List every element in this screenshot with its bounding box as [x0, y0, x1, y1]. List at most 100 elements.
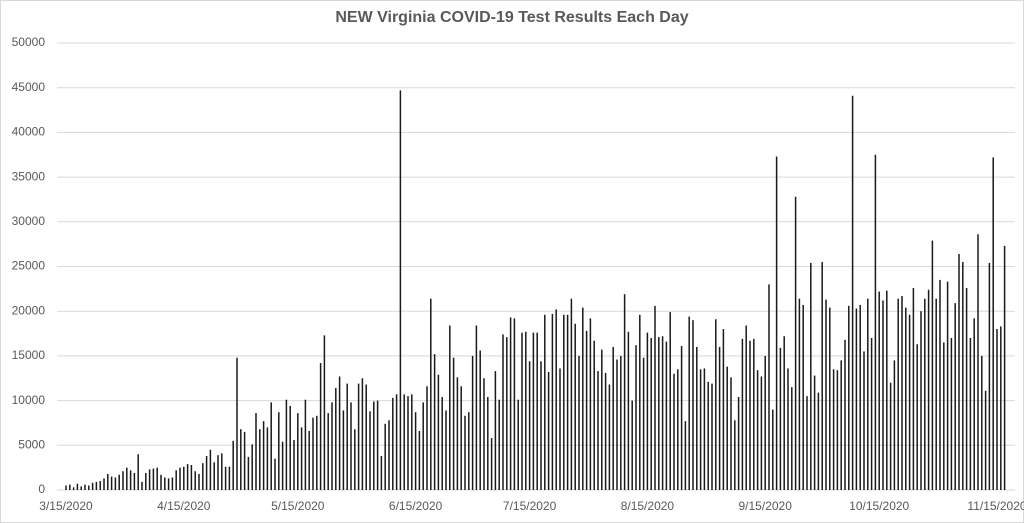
bar: [623, 294, 626, 490]
bar: [817, 392, 820, 490]
bar: [194, 471, 196, 490]
bar: [300, 427, 303, 490]
chart-title: NEW Virginia COVID-19 Test Results Each …: [335, 9, 688, 26]
bar: [95, 481, 98, 490]
bar: [905, 307, 907, 490]
bar: [806, 396, 808, 490]
bar: [525, 331, 527, 490]
bar: [167, 478, 170, 490]
bar: [369, 411, 371, 490]
bar: [145, 473, 147, 490]
bar: [764, 355, 766, 490]
bar: [893, 360, 896, 490]
bar: [962, 262, 964, 490]
bar: [908, 314, 911, 490]
bar: [604, 372, 607, 490]
bar: [80, 486, 82, 490]
bar: [832, 369, 835, 490]
x-tick-label: 10/15/2020: [849, 499, 909, 513]
bar: [775, 156, 778, 490]
bar: [912, 287, 915, 490]
bar: [160, 474, 162, 490]
bar: [103, 478, 105, 490]
bar: [509, 317, 512, 490]
bar: [768, 284, 770, 490]
bar: [426, 386, 428, 490]
bar: [536, 332, 538, 490]
bar: [179, 467, 181, 490]
y-tick-label: 5000: [18, 437, 45, 451]
bar: [601, 349, 603, 490]
bar: [137, 454, 139, 490]
y-tick-label: 50000: [12, 35, 46, 49]
bar: [259, 429, 261, 490]
bar: [437, 374, 440, 490]
bar: [711, 383, 713, 490]
bar: [612, 346, 614, 490]
bar: [992, 157, 994, 490]
y-tick-label: 40000: [12, 125, 46, 139]
bar: [285, 399, 288, 490]
y-tick-label: 10000: [12, 393, 46, 407]
bar: [213, 462, 215, 490]
bar: [414, 412, 417, 490]
bar: [969, 338, 972, 490]
bar: [734, 420, 736, 490]
bar: [148, 469, 151, 490]
x-tick-label: 6/15/2020: [389, 499, 443, 513]
bar: [532, 332, 535, 490]
bar: [445, 410, 447, 490]
bar: [627, 331, 630, 490]
bar: [418, 430, 421, 490]
bar: [946, 281, 949, 490]
bar: [411, 394, 413, 490]
bar: [673, 373, 675, 490]
bar: [335, 388, 337, 490]
bar: [753, 338, 755, 490]
bar: [585, 330, 588, 490]
bar: [650, 338, 652, 490]
bar: [251, 444, 253, 490]
bar: [794, 196, 797, 490]
bar: [475, 325, 478, 490]
bar: [950, 338, 953, 490]
bar: [1003, 245, 1006, 490]
x-tick-label: 4/15/2020: [157, 499, 211, 513]
bar: [882, 300, 884, 490]
bar: [99, 481, 101, 490]
bar: [859, 304, 861, 490]
bar: [570, 298, 573, 490]
bar: [490, 438, 493, 490]
bar: [456, 377, 459, 490]
bar: [449, 325, 451, 490]
bar: [916, 344, 918, 490]
y-tick-label: 0: [38, 482, 45, 496]
bar: [240, 429, 242, 490]
bar: [540, 361, 542, 490]
bar: [171, 477, 174, 490]
bar: [973, 318, 975, 490]
bar: [867, 298, 869, 490]
bar: [544, 314, 546, 490]
bar: [760, 376, 763, 490]
bar: [205, 456, 208, 490]
bar: [388, 420, 390, 490]
bar: [255, 413, 257, 490]
bar: [88, 485, 90, 490]
x-tick-label: 9/15/2020: [739, 499, 793, 513]
bar: [848, 305, 850, 490]
y-tick-label: 35000: [12, 169, 46, 183]
bar: [247, 456, 250, 490]
bar: [164, 477, 166, 490]
x-tick-label: 8/15/2020: [621, 499, 675, 513]
x-tick-label: 7/15/2020: [503, 499, 557, 513]
bar: [198, 473, 200, 490]
y-tick-label: 25000: [12, 259, 46, 273]
bar: [433, 354, 436, 490]
bar: [954, 303, 956, 490]
bar: [441, 397, 443, 490]
bar: [114, 477, 117, 490]
bar: [722, 329, 725, 490]
